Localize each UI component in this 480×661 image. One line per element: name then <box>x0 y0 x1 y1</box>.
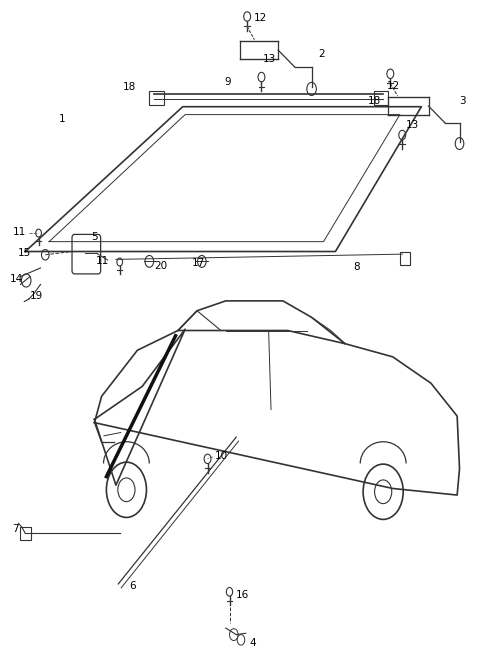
Text: 10: 10 <box>215 451 228 461</box>
Text: 13: 13 <box>263 54 276 64</box>
Text: 16: 16 <box>236 590 250 600</box>
Text: 13: 13 <box>406 120 420 130</box>
Text: 8: 8 <box>354 262 360 272</box>
Bar <box>149 91 164 105</box>
Text: 2: 2 <box>319 49 325 59</box>
Text: 4: 4 <box>250 638 256 648</box>
Text: 6: 6 <box>129 581 136 591</box>
Text: 14: 14 <box>10 274 23 284</box>
Text: 17: 17 <box>192 258 205 268</box>
Text: 3: 3 <box>459 97 466 106</box>
Bar <box>373 91 388 105</box>
Text: 7: 7 <box>12 524 19 534</box>
Bar <box>21 527 31 540</box>
Text: 11: 11 <box>96 256 109 266</box>
Text: 9: 9 <box>225 77 231 87</box>
Text: 20: 20 <box>154 261 167 271</box>
Text: 11: 11 <box>13 227 26 237</box>
Text: 5: 5 <box>91 232 98 242</box>
Text: 18: 18 <box>123 82 136 92</box>
Text: 15: 15 <box>18 248 31 258</box>
Text: 12: 12 <box>253 13 266 23</box>
Text: 19: 19 <box>30 291 43 301</box>
Text: 18: 18 <box>368 97 381 106</box>
Bar <box>400 252 410 264</box>
Text: 1: 1 <box>59 114 65 124</box>
Text: 12: 12 <box>387 81 400 91</box>
